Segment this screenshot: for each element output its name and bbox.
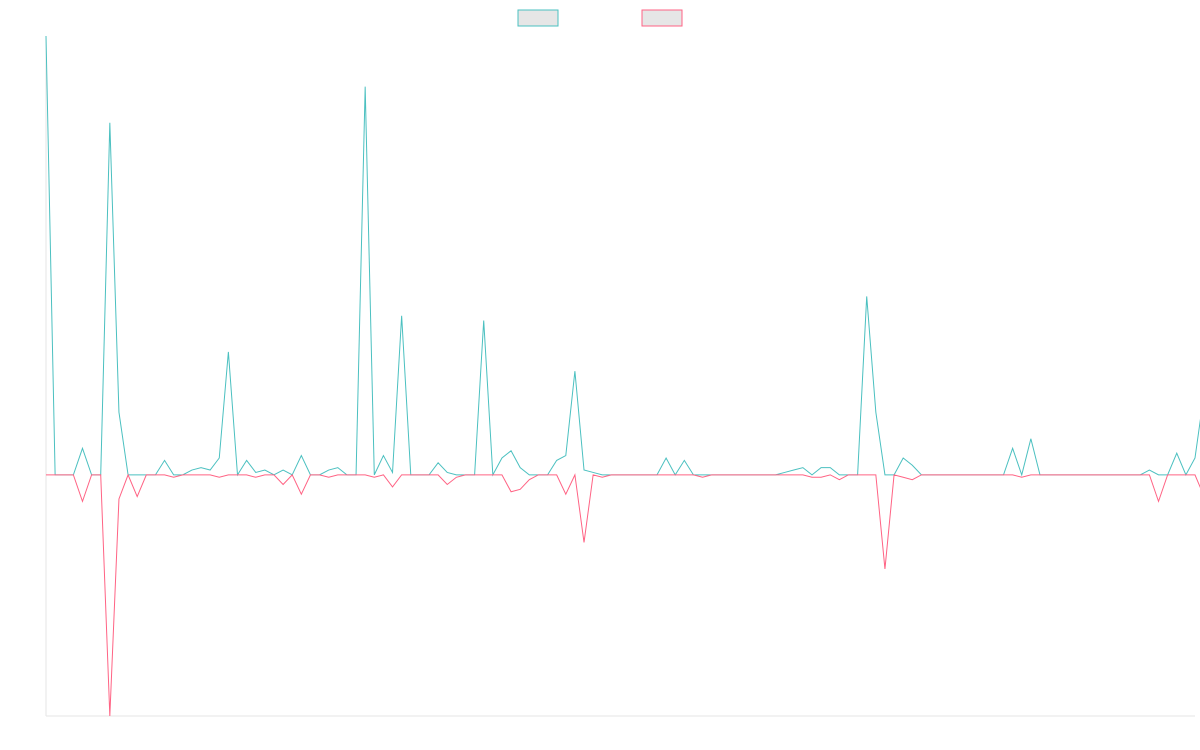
axes <box>45 36 1195 717</box>
series-1-line <box>45 35 1200 477</box>
legend-swatch-series-1[interactable] <box>517 9 559 27</box>
series-layer <box>45 35 1200 717</box>
legend-swatch-series-2[interactable] <box>641 9 683 27</box>
series-2-line <box>46 473 1200 717</box>
legend[interactable] <box>517 9 683 27</box>
